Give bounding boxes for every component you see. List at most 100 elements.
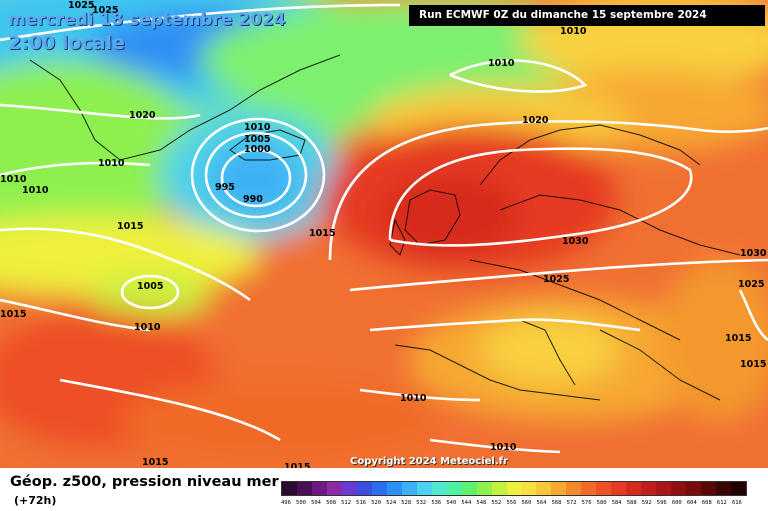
color-scale-label: 580	[596, 500, 607, 506]
color-scale-label: 608	[701, 500, 712, 506]
color-scale-label: 536	[431, 500, 442, 506]
isobar-label: 1015	[740, 359, 766, 370]
isobar-label: 1010	[490, 442, 517, 453]
forecast-step: (+72h)	[14, 494, 57, 507]
color-scale-label: 524	[386, 500, 397, 506]
color-scale-swatch	[446, 482, 462, 495]
weather-map: 1025 1025 1010 1010 1020 1010 1005 1000 …	[0, 0, 768, 468]
color-scale-label: 616	[731, 500, 742, 506]
isobar-label: 1015	[284, 462, 310, 468]
color-scale-label: 548	[476, 500, 487, 506]
isobar-label: 1015	[0, 309, 26, 320]
color-scale-swatch	[431, 482, 447, 495]
color-scale-label: 520	[371, 500, 382, 506]
color-scale-label: 576	[581, 500, 592, 506]
color-scale-label: 504	[311, 500, 321, 506]
isobar-label: 1030	[740, 248, 767, 259]
color-scale-swatch	[611, 482, 627, 495]
color-scale-swatch	[641, 482, 657, 495]
color-scale-swatch	[701, 482, 717, 495]
isobar-label: 1005	[137, 281, 163, 292]
color-scale-label: 552	[491, 500, 502, 506]
color-scale-swatch	[656, 482, 672, 495]
color-scale-swatch	[506, 482, 522, 495]
color-scale-swatch	[716, 482, 732, 495]
color-scale-swatch	[731, 482, 747, 495]
isobar-label: 1010	[22, 185, 49, 196]
isobar-label: 1010	[488, 58, 515, 69]
color-scale-swatch	[566, 482, 582, 495]
coastlines	[29, 54, 741, 401]
forecast-date: mercredi 18 septembre 2024	[8, 10, 286, 30]
parameter-title: Géop. z500, pression niveau mer	[10, 474, 279, 490]
model-run-banner: Run ECMWF 0Z du dimanche 15 septembre 20…	[409, 5, 765, 26]
color-scale-label: 596	[656, 500, 667, 506]
forecast-time: 2:00 locale	[8, 32, 125, 54]
isobar-label: 1030	[562, 236, 589, 247]
color-scale-label: 556	[506, 500, 517, 506]
isobar-label: 1010	[560, 26, 587, 37]
color-scale-swatch	[416, 482, 432, 495]
color-scale-swatch	[326, 482, 342, 495]
color-scale-label: 508	[326, 500, 337, 506]
color-scale-label: 564	[536, 500, 547, 506]
copyright-notice: Copyright 2024 Meteociel.fr	[350, 456, 508, 467]
color-scale-swatch	[686, 482, 702, 495]
isobar-label: 1015	[117, 221, 143, 232]
color-scale-swatch	[491, 482, 507, 495]
color-scale-label: 512	[341, 500, 352, 506]
color-scale-label: 560	[521, 500, 532, 506]
color-scale-label: 592	[641, 500, 652, 506]
color-scale-label: 568	[551, 500, 562, 506]
geopotential-field	[0, 0, 768, 468]
color-scale-label: 540	[446, 500, 457, 506]
isobar-label: 990	[243, 194, 263, 205]
color-scale-swatch	[671, 482, 687, 495]
isobar-label: 1005	[244, 134, 270, 145]
color-scale-swatch	[461, 482, 477, 495]
isobar-label: 1010	[134, 322, 161, 333]
color-scale-labels: 496 500 504 508 512 516 520 524 528 532 536 540 544 5…	[281, 500, 747, 510]
color-scale-swatch	[282, 482, 297, 495]
isobar-label: 1010	[400, 393, 427, 404]
color-scale-swatch	[626, 482, 642, 495]
color-scale-label: 544	[461, 500, 472, 506]
color-scale-swatch	[371, 482, 387, 495]
color-scale-swatch	[551, 482, 567, 495]
isobar-labels: 1025 1025 1010 1010 1020 1010 1005 1000 …	[0, 0, 767, 468]
isobar-label: 1015	[142, 457, 168, 468]
isobar-label: 1015	[309, 228, 335, 239]
isobar-label: 1010	[98, 158, 125, 169]
color-scale-swatch	[356, 482, 372, 495]
color-scale-swatch	[341, 482, 357, 495]
isobars	[0, 3, 768, 454]
color-scale-label: 604	[686, 500, 697, 506]
color-scale-label: 600	[671, 500, 682, 506]
color-scale-swatch	[581, 482, 597, 495]
isobar-label: 1025	[543, 274, 569, 285]
isobar-label: 1000	[244, 144, 271, 155]
isobar-label: 1025	[738, 279, 764, 290]
color-scale-label: 532	[416, 500, 427, 506]
color-scale-label: 588	[626, 500, 637, 506]
color-scale-swatch	[296, 482, 312, 495]
color-scale-label: 612	[716, 500, 727, 506]
color-scale-label: 584	[611, 500, 622, 506]
isobar-label: 1020	[129, 110, 156, 121]
color-scale-swatch	[401, 482, 417, 495]
color-scale-label: 516	[356, 500, 367, 506]
color-scale-swatch	[311, 482, 327, 495]
color-scale	[281, 481, 747, 496]
isobar-label: 995	[215, 182, 235, 193]
color-scale-label: 572	[566, 500, 577, 506]
color-scale-label: 496	[281, 500, 291, 506]
color-scale-swatch	[386, 482, 402, 495]
isobar-label: 1010	[244, 122, 271, 133]
color-scale-swatch	[521, 482, 537, 495]
isobar-label: 1010	[0, 174, 27, 185]
isobar-label: 1025	[92, 5, 118, 16]
isobar-label: 1015	[725, 333, 751, 344]
color-scale-label: 528	[401, 500, 412, 506]
color-scale-swatch	[596, 482, 612, 495]
